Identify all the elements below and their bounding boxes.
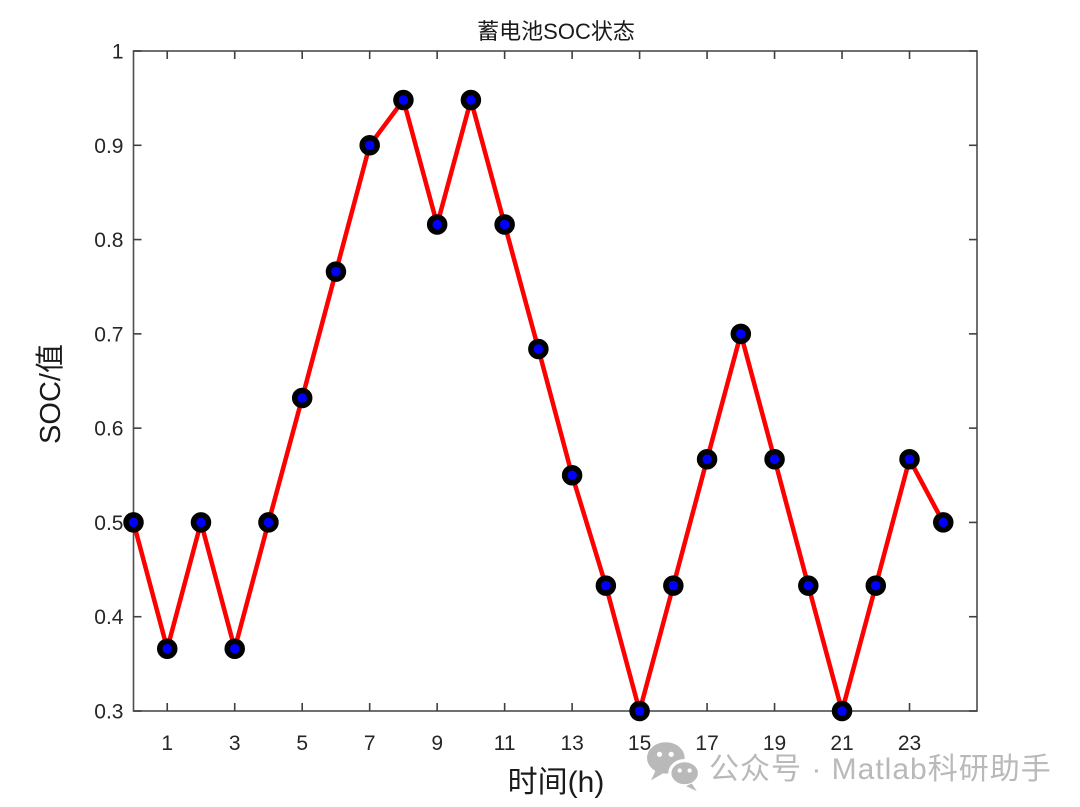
data-point-marker <box>426 214 448 235</box>
soc-line <box>131 97 946 714</box>
x-tick-label: 7 <box>364 732 376 755</box>
data-point-marker <box>730 323 752 345</box>
wechat-icon <box>647 742 702 792</box>
data-point-marker <box>123 512 144 533</box>
y-tick-label: 0.4 <box>94 606 124 629</box>
chart-title: 蓄电池SOC状态 <box>477 19 635 44</box>
data-point-marker <box>629 700 650 722</box>
x-tick-label: 15 <box>628 732 651 755</box>
y-tick-label: 1 <box>112 41 124 64</box>
watermark: 公众号 · Matlab科研助手 <box>644 740 1052 792</box>
y-tick-label: 0.7 <box>94 323 123 346</box>
x-tick-label: 11 <box>494 732 516 755</box>
x-tick-label: 9 <box>431 732 443 755</box>
data-point-marker <box>865 575 887 596</box>
x-axis-label: 时间(h) <box>507 766 605 799</box>
y-tick-label: 0.8 <box>94 229 123 252</box>
data-point-marker <box>190 512 212 533</box>
data-point-marker <box>224 638 245 660</box>
data-point-marker <box>359 135 380 156</box>
x-tick-label: 1 <box>161 732 173 755</box>
data-point-marker <box>764 449 785 470</box>
data-point-marker <box>291 387 313 409</box>
data-point-marker <box>899 449 920 470</box>
data-point-marker <box>393 89 414 111</box>
x-tick-label: 19 <box>763 732 786 755</box>
data-point-marker <box>561 465 583 486</box>
data-point-marker <box>933 512 954 533</box>
data-point-marker <box>696 449 718 470</box>
data-point-marker <box>494 214 515 235</box>
data-point-marker <box>595 575 617 596</box>
x-tick-label: 17 <box>695 732 718 755</box>
y-tick-label: 0.3 <box>94 701 123 724</box>
x-tick-label: 5 <box>296 732 308 755</box>
data-point-marker <box>460 89 482 111</box>
y-tick-label: 0.5 <box>94 512 123 535</box>
y-tick-label: 0.9 <box>94 135 123 158</box>
data-point-marker <box>258 512 279 533</box>
x-tick-label: 23 <box>898 732 921 755</box>
axes-box <box>132 50 978 712</box>
x-tick-label: 13 <box>560 732 583 755</box>
data-point-marker <box>325 261 347 282</box>
x-tick-label: 21 <box>830 732 853 755</box>
data-point-marker <box>798 575 819 596</box>
x-tick-label: 3 <box>229 732 241 755</box>
data-point-marker <box>663 575 684 596</box>
data-point-marker <box>156 638 178 660</box>
watermark-text: 公众号 · Matlab科研助手 <box>709 753 1052 786</box>
y-tick-label: 0.6 <box>94 418 123 441</box>
data-point-marker <box>528 338 549 360</box>
data-point-marker <box>831 700 853 722</box>
